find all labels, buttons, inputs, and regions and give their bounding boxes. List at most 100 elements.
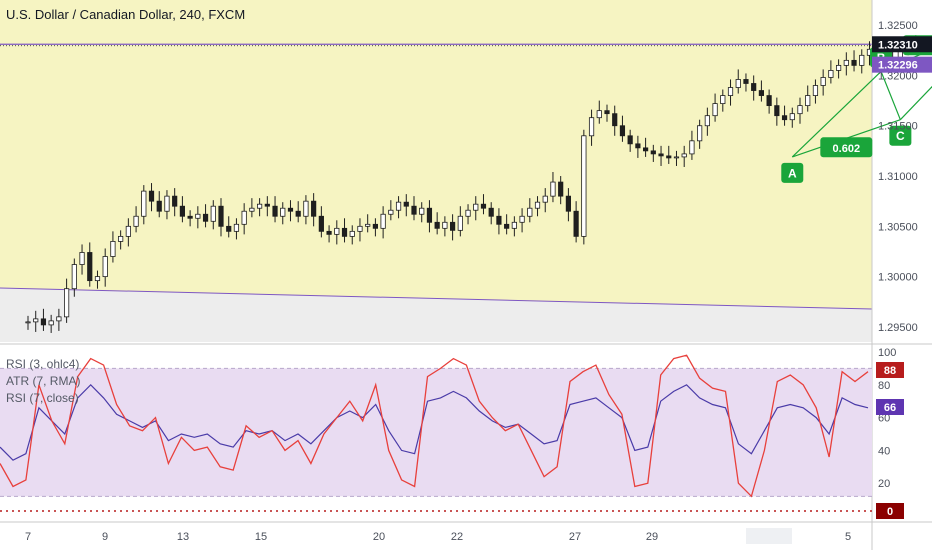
candle-body bbox=[164, 195, 170, 212]
candle-body bbox=[148, 190, 155, 202]
candle-body bbox=[79, 252, 85, 265]
candle-body bbox=[256, 203, 263, 209]
zone-lower-line bbox=[0, 287, 873, 310]
indicator-lines-layer bbox=[0, 354, 869, 498]
pattern-point-a-label: A bbox=[788, 166, 797, 180]
candle-body bbox=[712, 103, 718, 117]
candle-body bbox=[56, 316, 62, 322]
candle-body bbox=[233, 223, 240, 232]
candle-body bbox=[64, 288, 70, 318]
candle-body bbox=[241, 210, 247, 225]
time-tick-label: 7 bbox=[25, 531, 31, 543]
candle-body bbox=[449, 221, 456, 231]
indicator-badge-box bbox=[876, 503, 904, 519]
candle-body bbox=[187, 215, 193, 219]
pattern-point-a-box bbox=[781, 162, 804, 183]
time-tick-label: 27 bbox=[569, 531, 581, 543]
candle-body bbox=[202, 213, 209, 222]
candle-body bbox=[619, 125, 626, 137]
candle-body bbox=[403, 201, 409, 207]
candle-body bbox=[33, 318, 39, 323]
candle-body bbox=[280, 207, 286, 217]
candle-body bbox=[318, 215, 324, 232]
candle-body bbox=[249, 207, 255, 212]
candle-body bbox=[496, 215, 502, 225]
candle-body bbox=[94, 276, 101, 282]
time-tick-label: 9 bbox=[102, 531, 108, 543]
candle-body bbox=[87, 252, 93, 282]
price-badge-label: 1.32296 bbox=[878, 60, 918, 72]
candle-body bbox=[697, 125, 703, 142]
candle-body bbox=[534, 201, 541, 209]
indicator-badge-label: 88 bbox=[884, 365, 896, 377]
candle-body bbox=[442, 221, 448, 229]
candle-body bbox=[766, 95, 772, 107]
candle-body bbox=[812, 85, 819, 96]
candle-body bbox=[110, 241, 116, 257]
candle-body bbox=[48, 320, 54, 326]
candle-body bbox=[658, 153, 664, 157]
candle-body bbox=[419, 207, 425, 215]
candle-body bbox=[643, 147, 649, 152]
candle-body bbox=[781, 115, 788, 121]
candle-body bbox=[511, 221, 517, 229]
candle-body bbox=[295, 210, 301, 217]
candle-body bbox=[218, 205, 224, 227]
candle-body bbox=[426, 207, 433, 223]
time-tick-label: 29 bbox=[646, 531, 658, 543]
price-tick-label: 1.31500 bbox=[878, 121, 918, 133]
pattern-point-c-label: C bbox=[896, 129, 905, 143]
price-badge-label: 1.32310 bbox=[878, 39, 918, 51]
candle-body bbox=[627, 135, 633, 145]
candle-body bbox=[666, 155, 672, 159]
price-badge-box bbox=[872, 36, 932, 53]
time-tick-label: 15 bbox=[255, 531, 267, 543]
candle-body bbox=[851, 59, 857, 66]
candle-body bbox=[673, 156, 680, 159]
price-zone-fill bbox=[0, 0, 872, 342]
candle-body bbox=[365, 223, 371, 227]
axis-layer: 1.32500 1.32000 1.31500 1.31000 1.30500 1.300… bbox=[25, 20, 932, 544]
candle-body bbox=[226, 225, 232, 232]
candle-body bbox=[681, 153, 687, 158]
candle-body bbox=[488, 207, 494, 217]
candle-body bbox=[341, 227, 348, 237]
price-tick-label: 1.30000 bbox=[878, 272, 918, 284]
candle-body bbox=[457, 215, 463, 231]
time-tick-label: 22 bbox=[451, 531, 463, 543]
candle-body bbox=[565, 195, 572, 212]
rsi-slow-line bbox=[0, 383, 869, 461]
candle-body bbox=[581, 135, 587, 237]
candle-body bbox=[156, 200, 162, 212]
candle-body bbox=[334, 227, 340, 235]
candles-layer bbox=[25, 35, 919, 333]
pattern-leg-bc bbox=[880, 71, 901, 120]
indicator-legend-item: RSI (7, close) bbox=[6, 391, 79, 405]
candle-body bbox=[797, 105, 803, 115]
candle-body bbox=[434, 221, 440, 229]
candle-body bbox=[743, 79, 749, 84]
candle-body bbox=[558, 181, 564, 197]
candle-body bbox=[758, 90, 765, 96]
candle-body bbox=[542, 195, 548, 203]
candle-body bbox=[650, 150, 656, 155]
price-tick-label: 1.31000 bbox=[878, 171, 918, 183]
candle-body bbox=[751, 83, 757, 91]
candle-body bbox=[179, 205, 185, 217]
candle-body bbox=[349, 230, 355, 237]
indicator-badge-label: 66 bbox=[884, 402, 896, 414]
candle-body bbox=[411, 205, 417, 215]
candle-body bbox=[527, 207, 533, 217]
indicator-tick-label: 20 bbox=[878, 478, 890, 490]
candle-body bbox=[704, 115, 710, 127]
candle-body bbox=[588, 117, 595, 137]
candle-body bbox=[210, 205, 216, 222]
candle-body bbox=[635, 143, 641, 149]
zone-below-fill bbox=[0, 288, 872, 342]
ratio-ac-label: 0.602 bbox=[833, 143, 861, 155]
candle-body bbox=[465, 209, 471, 217]
candle-body bbox=[480, 203, 487, 209]
price-tick-label: 1.32500 bbox=[878, 20, 918, 32]
